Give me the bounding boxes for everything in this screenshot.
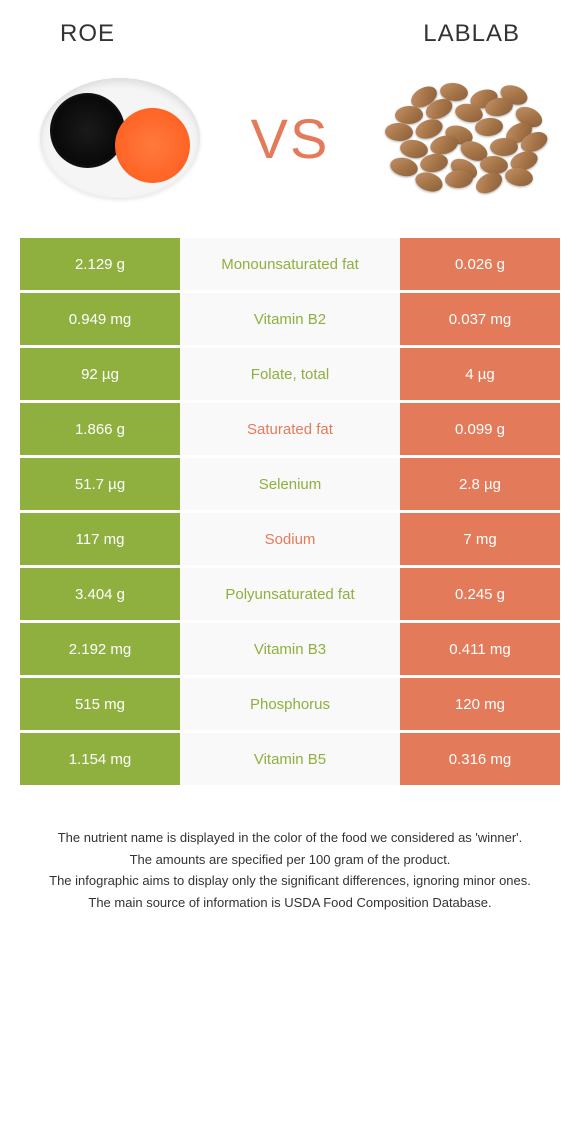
footer-line: The nutrient name is displayed in the co… bbox=[30, 828, 550, 848]
table-row: 92 µgFolate, total4 µg bbox=[20, 348, 560, 400]
header: Roe Lablab bbox=[0, 0, 580, 58]
value-right: 0.099 g bbox=[400, 403, 560, 455]
nutrient-label: Phosphorus bbox=[180, 678, 400, 730]
table-row: 2.192 mgVitamin B30.411 mg bbox=[20, 623, 560, 675]
value-left: 51.7 µg bbox=[20, 458, 180, 510]
table-row: 1.154 mgVitamin B50.316 mg bbox=[20, 733, 560, 785]
footer-line: The amounts are specified per 100 gram o… bbox=[30, 850, 550, 870]
footer-line: The main source of information is USDA F… bbox=[30, 893, 550, 913]
table-row: 2.129 gMonounsaturated fat0.026 g bbox=[20, 238, 560, 290]
nutrient-label: Monounsaturated fat bbox=[180, 238, 400, 290]
value-left: 0.949 mg bbox=[20, 293, 180, 345]
value-left: 1.154 mg bbox=[20, 733, 180, 785]
nutrient-label: Saturated fat bbox=[180, 403, 400, 455]
value-right: 0.316 mg bbox=[400, 733, 560, 785]
nutrient-label: Vitamin B2 bbox=[180, 293, 400, 345]
value-right: 2.8 µg bbox=[400, 458, 560, 510]
nutrient-label: Sodium bbox=[180, 513, 400, 565]
nutrient-label: Vitamin B5 bbox=[180, 733, 400, 785]
footer-notes: The nutrient name is displayed in the co… bbox=[0, 788, 580, 934]
title-right: Lablab bbox=[423, 20, 520, 48]
value-right: 7 mg bbox=[400, 513, 560, 565]
value-left: 1.866 g bbox=[20, 403, 180, 455]
value-left: 117 mg bbox=[20, 513, 180, 565]
value-right: 0.411 mg bbox=[400, 623, 560, 675]
table-row: 51.7 µgSelenium2.8 µg bbox=[20, 458, 560, 510]
value-right: 0.245 g bbox=[400, 568, 560, 620]
value-left: 515 mg bbox=[20, 678, 180, 730]
nutrient-label: Selenium bbox=[180, 458, 400, 510]
vs-label: VS bbox=[251, 106, 330, 171]
table-row: 117 mgSodium7 mg bbox=[20, 513, 560, 565]
title-left: Roe bbox=[60, 20, 115, 48]
nutrient-label: Folate, total bbox=[180, 348, 400, 400]
nutrient-label: Polyunsaturated fat bbox=[180, 568, 400, 620]
footer-line: The infographic aims to display only the… bbox=[30, 871, 550, 891]
value-left: 2.129 g bbox=[20, 238, 180, 290]
value-right: 0.037 mg bbox=[400, 293, 560, 345]
value-right: 120 mg bbox=[400, 678, 560, 730]
roe-image bbox=[30, 68, 210, 208]
lablab-image bbox=[370, 68, 550, 208]
value-right: 0.026 g bbox=[400, 238, 560, 290]
table-row: 3.404 gPolyunsaturated fat0.245 g bbox=[20, 568, 560, 620]
images-row: VS bbox=[0, 58, 580, 238]
value-right: 4 µg bbox=[400, 348, 560, 400]
value-left: 92 µg bbox=[20, 348, 180, 400]
table-row: 0.949 mgVitamin B20.037 mg bbox=[20, 293, 560, 345]
table-row: 515 mgPhosphorus120 mg bbox=[20, 678, 560, 730]
table-row: 1.866 gSaturated fat0.099 g bbox=[20, 403, 560, 455]
value-left: 3.404 g bbox=[20, 568, 180, 620]
comparison-table: 2.129 gMonounsaturated fat0.026 g0.949 m… bbox=[20, 238, 560, 785]
nutrient-label: Vitamin B3 bbox=[180, 623, 400, 675]
value-left: 2.192 mg bbox=[20, 623, 180, 675]
